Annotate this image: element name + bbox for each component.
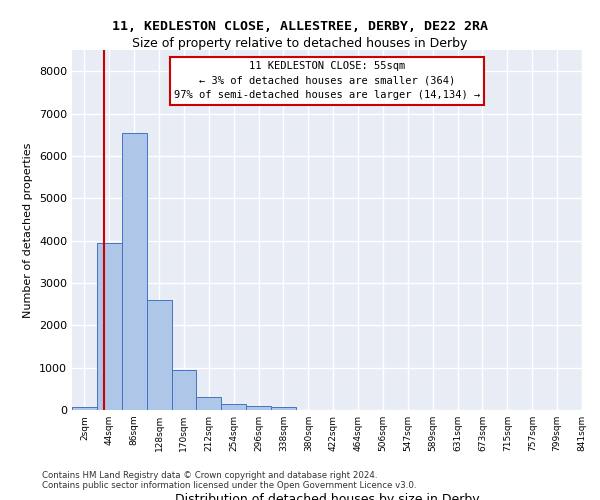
Bar [221, 404, 246, 410]
Bar [246, 406, 271, 410]
Bar [271, 407, 296, 410]
Bar [97, 242, 122, 410]
X-axis label: Distribution of detached houses by size in Derby: Distribution of detached houses by size … [175, 493, 479, 500]
Text: Contains HM Land Registry data © Crown copyright and database right 2024.
Contai: Contains HM Land Registry data © Crown c… [42, 470, 416, 490]
Text: 11 KEDLESTON CLOSE: 55sqm
← 3% of detached houses are smaller (364)
97% of semi-: 11 KEDLESTON CLOSE: 55sqm ← 3% of detach… [174, 61, 480, 100]
Y-axis label: Number of detached properties: Number of detached properties [23, 142, 34, 318]
Text: 11, KEDLESTON CLOSE, ALLESTREE, DERBY, DE22 2RA: 11, KEDLESTON CLOSE, ALLESTREE, DERBY, D… [112, 20, 488, 33]
Bar [196, 397, 221, 410]
Bar [122, 132, 146, 410]
Bar [172, 370, 196, 410]
Bar [146, 300, 172, 410]
Bar [72, 407, 97, 410]
Text: Size of property relative to detached houses in Derby: Size of property relative to detached ho… [133, 38, 467, 51]
